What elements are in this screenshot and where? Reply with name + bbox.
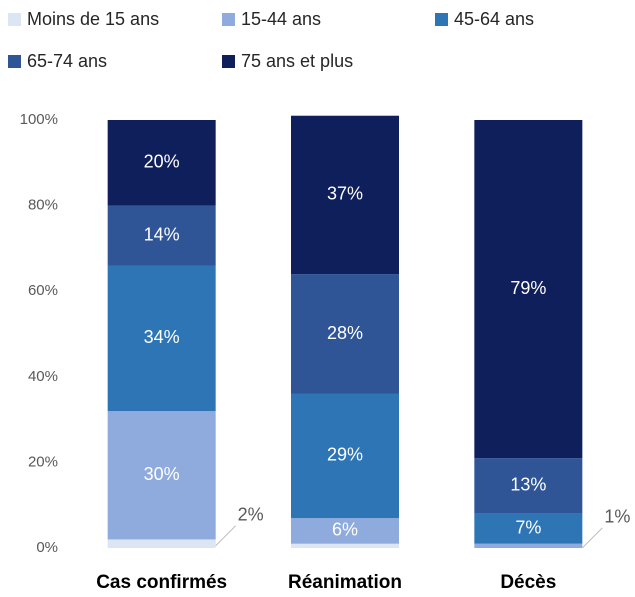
legend-label: 75 ans et plus — [241, 51, 353, 71]
legend-label: 45-64 ans — [454, 9, 534, 29]
y-tick-label: 60% — [28, 282, 58, 299]
bar-segment — [291, 115, 399, 275]
value-label: 34% — [144, 327, 180, 347]
y-tick-label: 100% — [20, 111, 58, 128]
x-tick-label: Décès — [500, 572, 556, 593]
y-tick-label: 0% — [36, 539, 58, 556]
y-tick-label: 40% — [28, 368, 58, 385]
value-label: 79% — [510, 278, 546, 298]
bar-segment — [107, 120, 216, 206]
bar-segment — [291, 274, 399, 394]
x-tick-label: Réanimation — [288, 572, 402, 593]
bar-segment — [291, 543, 399, 548]
legend-swatch — [222, 13, 235, 26]
bar-segment — [107, 265, 216, 412]
value-label: 30% — [144, 464, 180, 484]
y-tick-label: 80% — [28, 197, 58, 214]
value-label: 20% — [144, 152, 180, 172]
leader-line — [581, 527, 603, 549]
value-label: 28% — [327, 323, 363, 343]
legend-swatch — [435, 13, 448, 26]
value-label: 14% — [144, 224, 180, 244]
value-label: 7% — [515, 517, 541, 537]
bar-segment — [107, 205, 216, 266]
bar-segment — [474, 120, 583, 459]
value-label: 1% — [604, 507, 630, 527]
legend-label: 65-74 ans — [27, 51, 107, 71]
bar-segment — [107, 411, 216, 540]
value-label: 2% — [238, 504, 264, 524]
bar-segment — [474, 513, 583, 544]
legend-swatch — [8, 55, 21, 68]
leader-line — [215, 525, 237, 547]
value-label: 29% — [327, 445, 363, 465]
bar-segment — [474, 543, 583, 548]
value-label: 37% — [327, 184, 363, 204]
legend-swatch — [222, 55, 235, 68]
bar-segment — [474, 458, 583, 514]
value-label: 6% — [332, 520, 358, 540]
legend-label: Moins de 15 ans — [27, 9, 159, 29]
bar-segment — [291, 393, 399, 519]
legend-swatch — [8, 13, 21, 26]
y-tick-label: 20% — [28, 453, 58, 470]
bar-segment — [291, 518, 399, 544]
bar-segment — [107, 539, 216, 548]
x-tick-label: Cas confirmés — [96, 572, 227, 593]
legend-label: 15-44 ans — [241, 9, 321, 29]
value-label: 13% — [510, 475, 546, 495]
